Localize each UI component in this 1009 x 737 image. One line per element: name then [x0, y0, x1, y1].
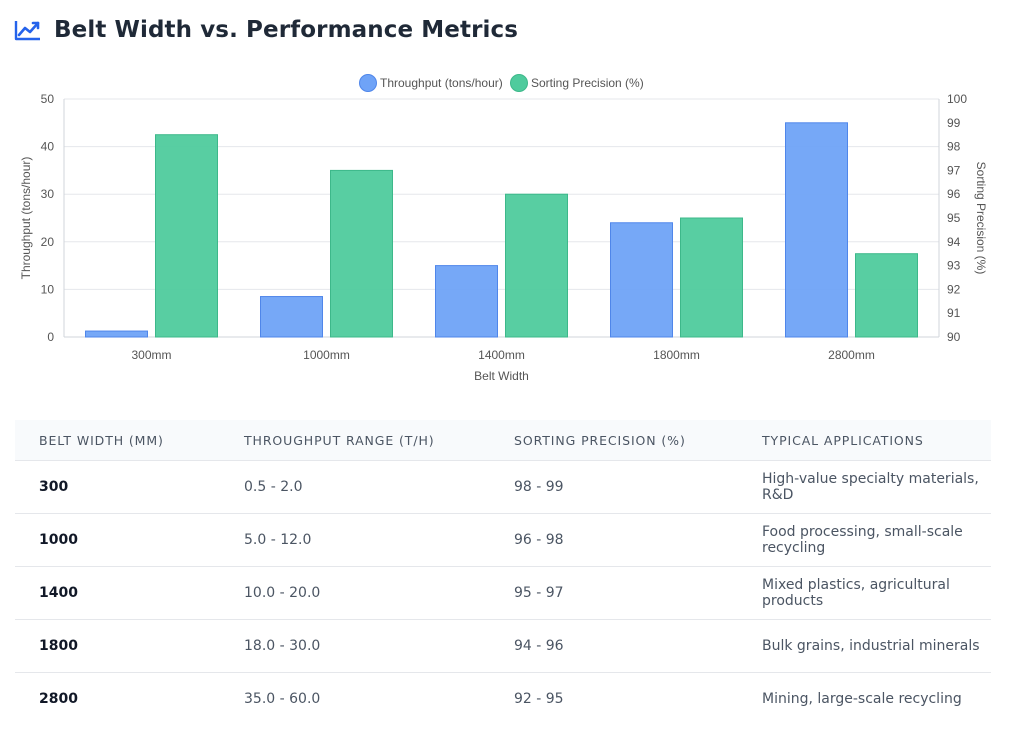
- table-cell: 10.0 - 20.0: [220, 566, 490, 620]
- table-cell: 96 - 98: [490, 513, 738, 567]
- legend-swatch-precision: [510, 74, 528, 92]
- y2-tick-label: 94: [947, 235, 961, 249]
- throughput-bar: [785, 122, 848, 338]
- table-cell: 95 - 97: [490, 566, 738, 620]
- table-row: 1000 5.0 - 12.0 96 - 98 Food processing, sm…: [15, 513, 991, 567]
- table-cell: 5.0 - 12.0: [220, 513, 490, 567]
- table-row: 2800 35.0 - 60.0 92 - 95 Mining, large-scal…: [15, 673, 991, 726]
- table-cell: 1800: [15, 619, 220, 673]
- legend-label: Sorting Precision (%): [531, 76, 644, 90]
- y2-tick-label: 92: [947, 282, 961, 296]
- table-cell: Mining, large-scale recycling: [762, 691, 962, 707]
- table-cell: 35.0 - 60.0: [244, 691, 321, 707]
- y-tick-label: 50: [41, 92, 55, 106]
- legend-label: Throughput (tons/hour): [380, 76, 503, 90]
- table-cell: High-value specialty materials, R&D: [738, 460, 991, 514]
- table-cell: 300: [15, 460, 220, 514]
- table-cell: 1000: [15, 513, 220, 567]
- table-cell: Food processing, small-scale recycling: [738, 513, 991, 567]
- table-cell: 0.5 - 2.0: [220, 460, 490, 514]
- page-title: Belt Width vs. Performance Metrics: [54, 17, 519, 43]
- table-cell: 18.0 - 30.0: [220, 619, 490, 673]
- throughput-bar: [610, 222, 673, 338]
- table-row: 300 0.5 - 2.0 98 - 99 High-value specialty …: [15, 460, 991, 514]
- table-cell: 98 - 99: [490, 460, 738, 514]
- precision-bar: [155, 134, 218, 338]
- x-tick-label: 1800mm: [653, 348, 700, 362]
- y2-tick-label: 93: [947, 259, 961, 273]
- y-tick-label: 20: [41, 235, 55, 249]
- precision-bar: [680, 217, 743, 338]
- y2-tick-label: 91: [947, 306, 961, 320]
- y-axis-title: Throughput (tons/hour): [19, 157, 33, 280]
- table-header-row: Belt Width (mm) Throughput Range (t/h) S…: [15, 420, 991, 461]
- throughput-bar: [435, 265, 498, 338]
- x-tick-label: 1400mm: [478, 348, 525, 362]
- table-cell: 1400: [15, 566, 220, 620]
- y-tick-label: 40: [41, 140, 55, 154]
- y2-tick-label: 97: [947, 163, 961, 177]
- precision-bar: [855, 253, 918, 338]
- throughput-bar: [85, 330, 148, 338]
- chart: 0 10 20 30 40 50 90 91 92 93 94 95 96 97 98 99 100 300mm 1…: [19, 74, 988, 383]
- table-row: 1800 18.0 - 30.0 94 - 96 Bulk grains, indus…: [15, 619, 991, 673]
- y2-tick-label: 100: [947, 92, 967, 106]
- x-tick-label: 1000mm: [303, 348, 350, 362]
- y2-axis-title: Sorting Precision (%): [974, 162, 988, 275]
- chart-line-icon: [14, 19, 42, 41]
- page-header: Belt Width vs. Performance Metrics: [14, 14, 518, 46]
- table-row: 1400 10.0 - 20.0 95 - 97 Mixed plastics, ag…: [15, 566, 991, 620]
- table-cell: 2800: [39, 691, 78, 707]
- y-tick-label: 0: [47, 330, 54, 344]
- table-cell: 92 - 95: [514, 691, 564, 707]
- x-tick-label: 300mm: [131, 348, 171, 362]
- y2-tick-label: 90: [947, 330, 961, 344]
- column-header: Belt Width (mm): [15, 420, 220, 461]
- y2-tick-label: 95: [947, 211, 961, 225]
- y-tick-label: 30: [41, 187, 55, 201]
- column-header: Typical Applications: [738, 420, 991, 461]
- x-tick-label: 2800mm: [828, 348, 875, 362]
- y-tick-label: 10: [41, 282, 55, 296]
- table-cell: Bulk grains, industrial minerals: [738, 619, 991, 673]
- table-cell: 94 - 96: [490, 619, 738, 673]
- precision-bar: [330, 169, 393, 338]
- column-header: Sorting Precision (%): [490, 420, 738, 461]
- column-header: Throughput Range (t/h): [220, 420, 490, 461]
- performance-table: Belt Width (mm) Throughput Range (t/h) S…: [15, 420, 991, 725]
- y2-tick-label: 96: [947, 187, 961, 201]
- throughput-bar: [260, 296, 323, 338]
- y2-tick-label: 99: [947, 116, 961, 130]
- y2-tick-label: 98: [947, 140, 961, 154]
- table-cell: Mixed plastics, agricultural products: [738, 566, 991, 620]
- x-axis-title: Belt Width: [474, 369, 529, 383]
- legend-swatch-throughput: [359, 74, 377, 92]
- precision-bar: [505, 193, 568, 338]
